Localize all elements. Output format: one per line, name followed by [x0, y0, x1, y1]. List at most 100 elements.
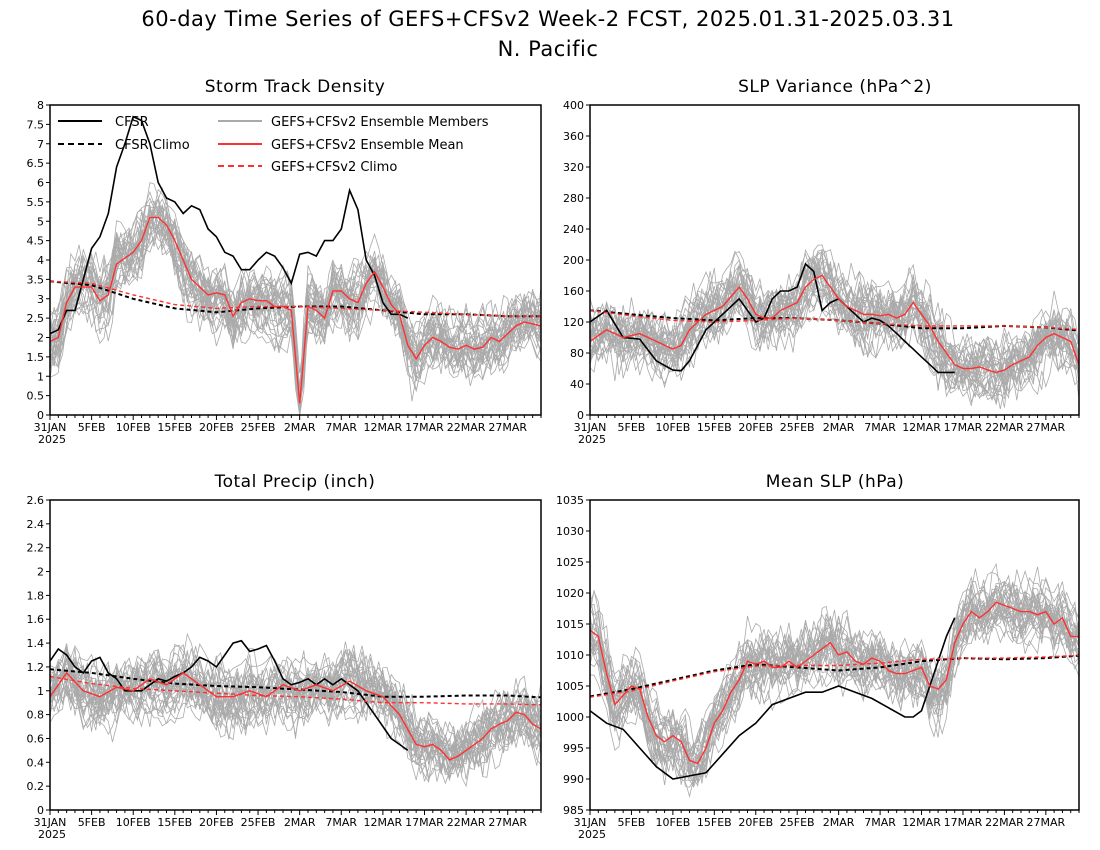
y-tick-label: 1010	[556, 649, 584, 662]
x-tick-label: 10FEB	[116, 421, 151, 434]
x-tick-label: 27MAR	[488, 421, 527, 434]
y-tick-label: 160	[563, 285, 584, 298]
series-gefs-cfsv2-climo	[590, 654, 1079, 698]
x-tick-label: 2MAR	[823, 816, 855, 829]
y-tick-label: 990	[563, 773, 584, 786]
y-tick-label: 1015	[556, 618, 584, 631]
y-tick-label: 1005	[556, 680, 584, 693]
x-tick-label: 17MAR	[944, 816, 983, 829]
x-tick-label: 22MAR	[985, 421, 1024, 434]
x-tick-label: 27MAR	[1027, 421, 1066, 434]
x-tick-label: 12MAR	[902, 816, 941, 829]
ensemble-member-line	[50, 197, 541, 401]
series-cfsr	[50, 115, 409, 335]
panel-1: Storm Track Density 0 0.5 1 1.5 2 2.5 3 3.5 4 4.5 5…	[27, 77, 542, 446]
series-cfsr-climo	[590, 654, 1079, 698]
ensemble-member-line	[590, 274, 1079, 400]
series-gefs-cfsv2-ensemble-mean	[590, 274, 1079, 374]
y-tick-label: 8	[37, 99, 44, 112]
x-tick-label: 17MAR	[405, 421, 444, 434]
series-gefs-cfsv2-ensemble-mean	[590, 601, 1079, 765]
panel-4: Mean SLP (hPa) 985 990 995 1000 1005 1010 1015 1…	[556, 472, 1080, 841]
y-tick-label: 1.4	[27, 637, 45, 650]
y-tick-label: 985	[563, 804, 584, 817]
x-tick-label: 7MAR	[325, 421, 357, 434]
y-tick-label: 2.4	[27, 518, 45, 531]
y-tick-label: 320	[563, 161, 584, 174]
ensemble-member-line	[590, 581, 1079, 756]
plot-area	[590, 244, 1079, 410]
x-tick-label: 31JAN	[34, 421, 67, 434]
ensemble-member-line	[50, 211, 541, 415]
ensemble-member-line	[590, 256, 1079, 404]
y-tick-label: 0.4	[27, 756, 45, 769]
y-tick-label: 0.2	[27, 780, 45, 793]
y-tick-label: 80	[570, 347, 584, 360]
y-tick-label: 1	[37, 370, 44, 383]
y-tick-label: 1.5	[27, 351, 45, 364]
ensemble-member-line	[50, 649, 541, 769]
y-tick-label: 0.5	[27, 390, 45, 403]
panel-title: Total Precip (inch)	[214, 472, 376, 492]
y-tick-label: 1.2	[27, 661, 45, 674]
panel-2: SLP Variance (hPa^2) 0 40 80 120 160 200 240 280…	[563, 77, 1080, 446]
ensemble-member-line	[590, 591, 1079, 745]
x-tick-label: 20FEB	[199, 816, 234, 829]
y-tick-label: 200	[563, 254, 584, 267]
x-tick-label: 17MAR	[405, 816, 444, 829]
y-tick-label: 5	[37, 215, 44, 228]
plot-area	[590, 562, 1079, 798]
y-tick-label: 360	[563, 130, 584, 143]
y-tick-label: 0.8	[27, 709, 45, 722]
y-tick-label: 0	[37, 409, 44, 422]
x-tick-label: 27MAR	[1027, 816, 1066, 829]
y-tick-label: 4.5	[27, 235, 45, 248]
plot-area	[50, 115, 541, 415]
x-tick-label: 7MAR	[864, 816, 896, 829]
x-tick-label: 31JAN	[574, 816, 607, 829]
ensemble-member-line	[590, 258, 1079, 395]
series-gefs-cfsv2-ensemble-mean	[50, 216, 541, 404]
panel-title: Mean SLP (hPa)	[766, 472, 905, 492]
y-tick-label: 1035	[556, 494, 584, 507]
x-tick-label: 2MAR	[823, 421, 855, 434]
y-tick-label: 1030	[556, 525, 584, 538]
x-tick-label: 22MAR	[447, 421, 486, 434]
plot-area	[50, 632, 541, 788]
x-tick-label: 12MAR	[902, 421, 941, 434]
y-tick-label: 3	[37, 293, 44, 306]
ensemble-member-line	[590, 597, 1079, 785]
x-tick-label: 27MAR	[488, 816, 527, 829]
x-tick-label: 31JAN	[574, 421, 607, 434]
ensemble-member-line	[590, 264, 1079, 386]
x-tick-label: 15FEB	[697, 816, 732, 829]
y-tick-label: 7.5	[27, 118, 45, 131]
x-tick-label: 25FEB	[241, 816, 276, 829]
series-cfsr	[590, 262, 955, 374]
panel-3: Total Precip (inch) 0 0.2 0.4 0.6 0.8 1 1.2 1.4 1…	[27, 472, 542, 841]
x-tick-label: 5FEB	[618, 421, 646, 434]
x-tick-label: 17MAR	[944, 421, 983, 434]
legend-mean-label: GEFS+CFSv2 Ensemble Mean	[271, 138, 464, 153]
ensemble-member-line	[50, 651, 541, 773]
series-cfsr-climo	[50, 280, 541, 318]
x-tick-label: 22MAR	[985, 816, 1024, 829]
y-tick-label: 280	[563, 192, 584, 205]
x-tick-label: 22MAR	[447, 816, 486, 829]
y-tick-label: 7	[37, 138, 44, 151]
x-tick-label: 10FEB	[116, 816, 151, 829]
series-cfsr	[590, 617, 956, 780]
x-tick-label: 5FEB	[618, 816, 646, 829]
y-tick-label: 1	[37, 685, 44, 698]
legend-cfsr-climo-label: CFSR Climo	[115, 138, 190, 153]
y-tick-label: 0	[37, 804, 44, 817]
x-tick-label: 25FEB	[780, 816, 815, 829]
ensemble-member-line	[50, 648, 541, 766]
plot-frame	[49, 499, 542, 811]
y-tick-label: 0	[577, 409, 584, 422]
series-gefs-cfsv2-climo	[590, 309, 1079, 331]
main-subtitle: N. Pacific	[498, 37, 599, 61]
x-tick-label: 10FEB	[655, 816, 690, 829]
ensemble-member-line	[590, 250, 1079, 383]
y-tick-label: 1025	[556, 556, 584, 569]
